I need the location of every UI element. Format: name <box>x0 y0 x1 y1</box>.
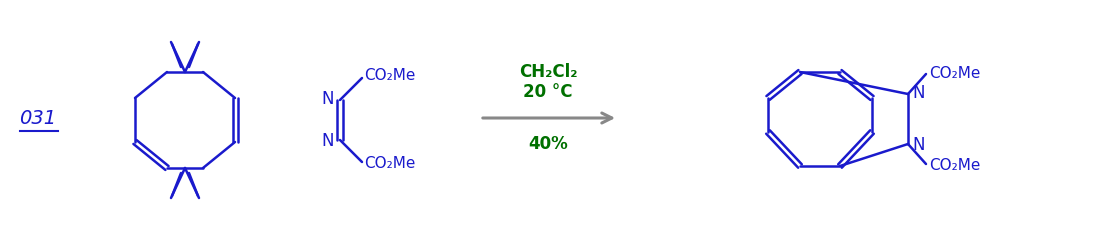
Text: CO₂Me: CO₂Me <box>364 68 416 84</box>
Text: CO₂Me: CO₂Me <box>928 66 980 80</box>
Text: CH₂Cl₂: CH₂Cl₂ <box>519 63 577 81</box>
Text: 40%: 40% <box>529 135 568 153</box>
Text: N: N <box>912 136 924 154</box>
Text: CO₂Me: CO₂Me <box>928 157 980 173</box>
Text: N: N <box>321 132 334 150</box>
Text: 031: 031 <box>19 108 57 127</box>
Text: CO₂Me: CO₂Me <box>364 156 416 172</box>
Text: 20 °C: 20 °C <box>523 83 572 101</box>
Text: N: N <box>912 84 924 102</box>
Text: N: N <box>321 90 334 108</box>
